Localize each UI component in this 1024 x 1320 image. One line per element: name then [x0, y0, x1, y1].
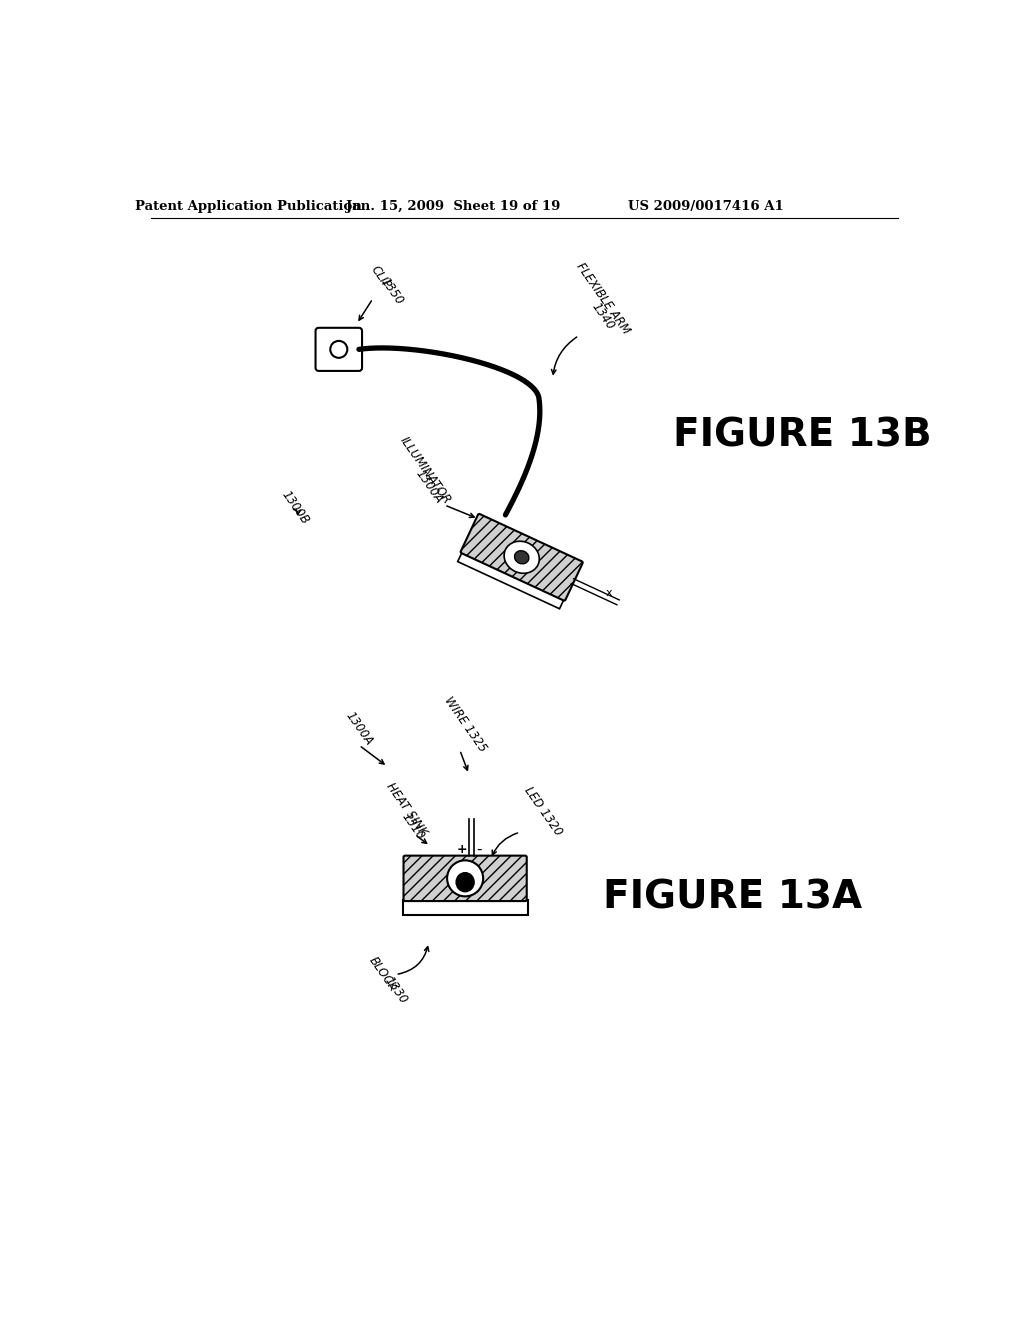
Text: 1340: 1340 [589, 300, 617, 333]
Text: WIRE 1325: WIRE 1325 [442, 694, 489, 755]
Ellipse shape [514, 550, 528, 564]
FancyBboxPatch shape [315, 327, 362, 371]
Text: US 2009/0017416 A1: US 2009/0017416 A1 [628, 199, 783, 213]
Text: 1350: 1350 [378, 276, 406, 308]
Text: FIGURE 13A: FIGURE 13A [603, 879, 862, 916]
Text: 1300A: 1300A [343, 709, 376, 747]
Text: CLIP: CLIP [369, 264, 393, 292]
Text: FIGURE 13B: FIGURE 13B [673, 417, 932, 454]
Text: -: - [476, 842, 482, 857]
Text: BLOCK: BLOCK [367, 954, 400, 994]
Text: LED 1320: LED 1320 [521, 784, 565, 838]
Text: 1330: 1330 [382, 974, 410, 1006]
Ellipse shape [447, 861, 483, 896]
Ellipse shape [456, 873, 474, 892]
Text: +: + [457, 843, 467, 855]
Bar [402, 899, 527, 915]
Text: Jan. 15, 2009  Sheet 19 of 19: Jan. 15, 2009 Sheet 19 of 19 [346, 199, 561, 213]
Text: HEAT SINK: HEAT SINK [384, 780, 430, 838]
Text: Patent Application Publication: Patent Application Publication [135, 199, 361, 213]
FancyBboxPatch shape [461, 513, 583, 601]
Text: 1310: 1310 [399, 810, 427, 842]
FancyBboxPatch shape [403, 855, 526, 902]
Bar [458, 552, 564, 609]
Text: FLEXIBLE ARM: FLEXIBLE ARM [573, 260, 633, 337]
Text: 1300B: 1300B [280, 488, 311, 527]
Text: ILLUMINATOR: ILLUMINATOR [397, 434, 454, 507]
Text: 1300A: 1300A [414, 467, 445, 506]
Ellipse shape [504, 541, 540, 573]
Circle shape [331, 341, 347, 358]
Text: x: x [606, 589, 612, 598]
